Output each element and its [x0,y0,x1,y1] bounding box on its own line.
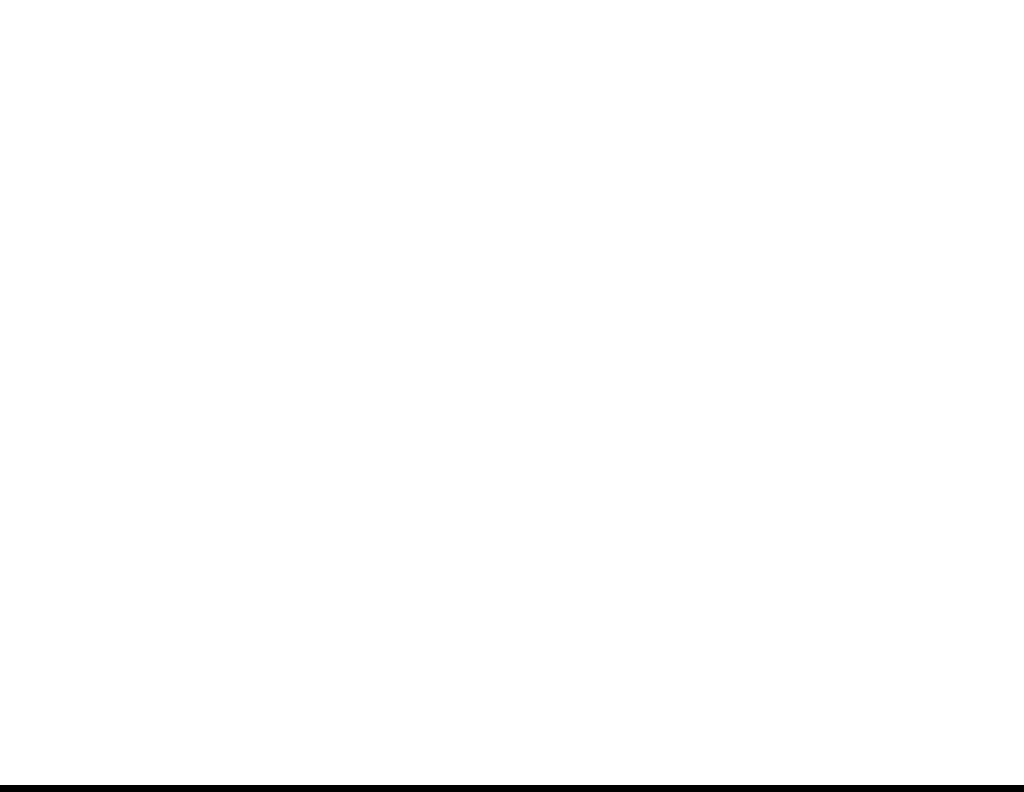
bottom-border-bar [0,785,1024,792]
